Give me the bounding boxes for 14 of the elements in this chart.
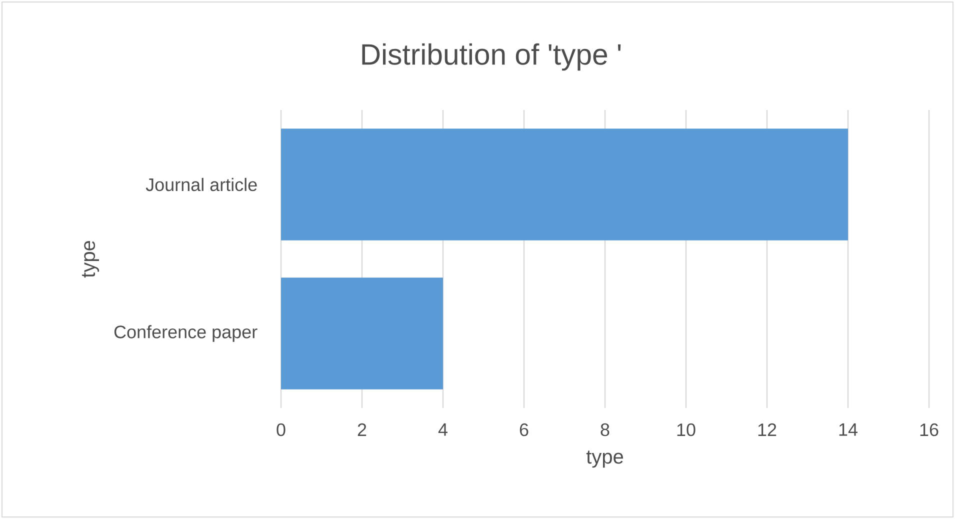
x-tick-label: 6 <box>520 423 528 436</box>
y-tick-label: Conference paper <box>114 325 258 342</box>
x-tick-label: 14 <box>839 423 858 436</box>
x-axis-title: type <box>586 450 624 468</box>
y-tick-label: Journal article <box>146 178 257 192</box>
x-tick-label: 12 <box>758 423 776 436</box>
chart-title: Distribution of 'type ' <box>362 43 621 71</box>
x-tick-label: 8 <box>600 423 610 436</box>
x-tick-label: 10 <box>677 423 696 436</box>
x-tick-label: 2 <box>358 423 366 436</box>
y-axis-title: type <box>82 241 100 278</box>
x-tick-label: 16 <box>920 423 938 436</box>
x-tick-label: 4 <box>438 423 448 436</box>
x-tick-label: 0 <box>276 423 286 436</box>
